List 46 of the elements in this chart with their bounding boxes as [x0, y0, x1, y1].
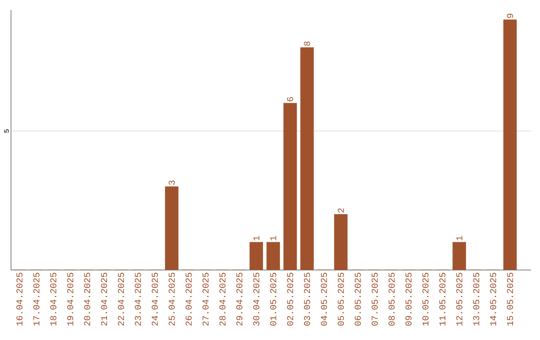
data-label: 1 — [253, 236, 260, 240]
x-tick-label: 14.05.2025 — [490, 272, 496, 326]
bar — [300, 47, 314, 270]
bar — [164, 186, 178, 270]
bar — [283, 102, 297, 270]
x-tick-label: 13.05.2025 — [473, 272, 480, 326]
data-label: 3 — [168, 180, 175, 185]
x-tick-label: 05.05.2025 — [338, 272, 344, 326]
x-tick-label: 24.04.2025 — [152, 272, 158, 326]
x-tick-label: 27.04.2025 — [202, 272, 209, 326]
x-tick-label: 07.05.2025 — [372, 272, 378, 326]
bar — [250, 242, 263, 270]
x-tick-label: 16.04.2025 — [16, 272, 23, 326]
x-tick-label: 10.05.2025 — [422, 272, 429, 326]
x-tick-label: 19.04.2025 — [67, 272, 74, 326]
data-label: 6 — [287, 97, 294, 102]
bar — [452, 242, 466, 270]
data-label: 2 — [338, 208, 344, 213]
x-tick-label: 29.04.2025 — [236, 272, 242, 326]
x-tick-label: 08.05.2025 — [388, 272, 395, 326]
x-tick-label: 25.04.2025 — [168, 272, 175, 326]
x-tick-label: 17.04.2025 — [33, 272, 40, 326]
bar — [334, 214, 348, 270]
x-tick-label: 30.04.2025 — [253, 272, 260, 326]
x-tick-label: 15.05.2025 — [506, 272, 514, 326]
x-tick-label: 23.04.2025 — [134, 272, 141, 326]
data-label: 1 — [270, 236, 276, 240]
data-label: 8 — [304, 42, 310, 46]
bar — [503, 20, 517, 270]
x-tick-label: 26.04.2025 — [186, 272, 192, 326]
bar — [266, 242, 280, 270]
x-tick-label: 18.04.2025 — [50, 272, 56, 326]
x-tick-label: 01.05.2025 — [270, 272, 276, 326]
x-tick-label: 11.05.2025 — [439, 272, 446, 326]
data-label: 1 — [456, 236, 462, 240]
x-tick-label: 04.05.2025 — [320, 272, 328, 326]
x-tick-label: 03.05.2025 — [304, 272, 310, 326]
x-tick-label: 09.05.2025 — [405, 272, 412, 326]
x-tick-label: 12.05.2025 — [456, 272, 462, 326]
x-tick-label: 28.04.2025 — [219, 272, 226, 326]
x-tick-label: 20.04.2025 — [84, 272, 90, 326]
x-tick-label: 21.04.2025 — [100, 272, 108, 326]
x-tick-label: 02.05.2025 — [287, 272, 294, 326]
x-tick-label: 22.04.2025 — [118, 272, 124, 326]
x-tick-label: 06.05.2025 — [354, 272, 361, 326]
data-label: 9 — [506, 14, 514, 18]
